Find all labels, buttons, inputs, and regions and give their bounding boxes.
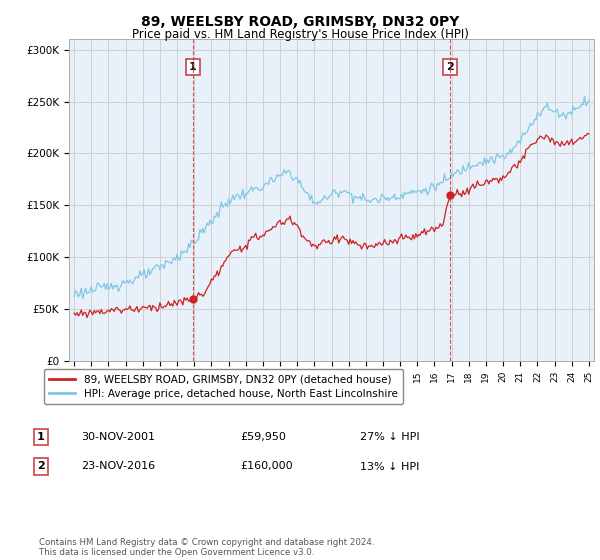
Text: 2: 2 xyxy=(446,62,454,72)
Text: 23-NOV-2016: 23-NOV-2016 xyxy=(81,461,155,472)
Text: 89, WEELSBY ROAD, GRIMSBY, DN32 0PY: 89, WEELSBY ROAD, GRIMSBY, DN32 0PY xyxy=(141,15,459,29)
Text: 2: 2 xyxy=(37,461,44,472)
Text: 1: 1 xyxy=(189,62,197,72)
Text: £59,950: £59,950 xyxy=(240,432,286,442)
Text: £160,000: £160,000 xyxy=(240,461,293,472)
Text: 13% ↓ HPI: 13% ↓ HPI xyxy=(360,461,419,472)
Text: 27% ↓ HPI: 27% ↓ HPI xyxy=(360,432,419,442)
Text: Contains HM Land Registry data © Crown copyright and database right 2024.
This d: Contains HM Land Registry data © Crown c… xyxy=(39,538,374,557)
Text: Price paid vs. HM Land Registry's House Price Index (HPI): Price paid vs. HM Land Registry's House … xyxy=(131,28,469,41)
Text: 1: 1 xyxy=(37,432,44,442)
Text: 30-NOV-2001: 30-NOV-2001 xyxy=(81,432,155,442)
Legend: 89, WEELSBY ROAD, GRIMSBY, DN32 0PY (detached house), HPI: Average price, detach: 89, WEELSBY ROAD, GRIMSBY, DN32 0PY (det… xyxy=(44,369,403,404)
